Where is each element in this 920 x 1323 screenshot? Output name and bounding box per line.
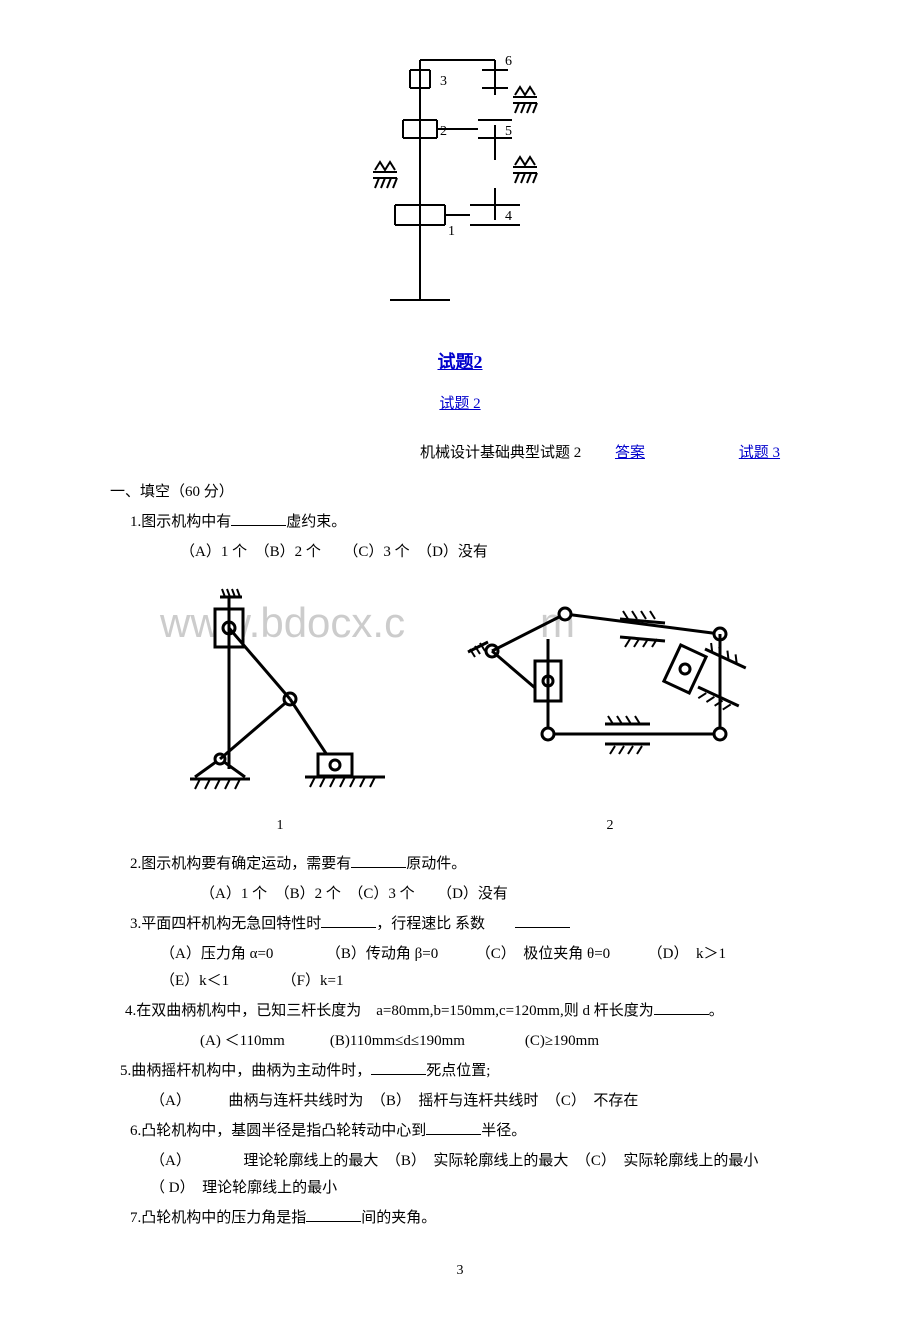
svg-text:2: 2 bbox=[440, 124, 447, 139]
q5-text-before: 5.曲柄摇杆机构中，曲柄为主动件时， bbox=[120, 1063, 371, 1079]
diagrams-row: www.bdocx.c m bbox=[50, 579, 870, 837]
q6-options-2: （ D） 理论轮廓线上的最小 bbox=[50, 1176, 870, 1200]
q7-text-after: 间的夹角。 bbox=[361, 1210, 436, 1226]
q4-text-after: 。 bbox=[709, 1003, 724, 1019]
question-7: 7.凸轮机构中的压力角是指 间的夹角。 bbox=[50, 1206, 870, 1230]
q3-blank-2 bbox=[515, 913, 570, 928]
diagram-2-label: 2 bbox=[460, 815, 760, 837]
question-4: 4.在双曲柄机构中，已知三杆长度为 a=80mm,b=150mm,c=120mm… bbox=[50, 999, 870, 1023]
subtitle-link-row: 试题 2 bbox=[50, 392, 870, 416]
diagram-2: 2 bbox=[460, 579, 760, 837]
q7-blank bbox=[306, 1207, 361, 1222]
q2-text-after: 原动件。 bbox=[406, 856, 466, 872]
q3-blank-1 bbox=[321, 913, 376, 928]
q5-blank bbox=[371, 1060, 426, 1075]
q3-text-before: 3.平面四杆机构无急回特性时 bbox=[130, 916, 321, 932]
q4-options: (A) ＜110mm (B)110mm≤d≤190mm (C)≥190mm bbox=[50, 1029, 870, 1053]
q2-blank bbox=[351, 853, 406, 868]
answer-link[interactable]: 答案 bbox=[615, 445, 645, 461]
svg-text:4: 4 bbox=[505, 209, 512, 224]
question-3: 3.平面四杆机构无急回特性时 ，行程速比 系数 bbox=[50, 912, 870, 936]
question-5: 5.曲柄摇杆机构中，曲柄为主动件时， 死点位置; bbox=[50, 1059, 870, 1083]
q3-text-mid: ，行程速比 系数 bbox=[376, 916, 515, 932]
subtitle-link[interactable]: 试题 2 bbox=[439, 396, 480, 412]
q2-text-before: 2.图示机构要有确定运动，需要有 bbox=[130, 856, 351, 872]
top-gear-diagram: 3 2 1 6 5 4 bbox=[50, 40, 870, 328]
q3-options-1: （A）压力角 α=0 （B）传动角 β=0 （C） 极位夹角 θ=0 （D） k… bbox=[50, 942, 870, 966]
q1-text-before: 1.图示机构中有 bbox=[130, 514, 231, 530]
question-6: 6.凸轮机构中，基圆半径是指凸轮转动中心到 半径。 bbox=[50, 1119, 870, 1143]
q2-options: （A）1 个 （B）2 个 （C）3 个 （D）没有 bbox=[50, 882, 870, 906]
q6-blank bbox=[426, 1120, 481, 1135]
section-heading: 一、填空（60 分） bbox=[50, 480, 870, 504]
q6-options-1: （A） 理论轮廓线上的最大 （B） 实际轮廓线上的最大 （C） 实际轮廓线上的最… bbox=[50, 1149, 870, 1173]
q3-options-2: （E）k＜1 （F）k=1 bbox=[50, 969, 870, 993]
header-text: 机械设计基础典型试题 2 bbox=[420, 445, 581, 461]
q4-text-before: 4.在双曲柄机构中，已知三杆长度为 a=80mm,b=150mm,c=120mm… bbox=[125, 1003, 654, 1019]
svg-text:1: 1 bbox=[448, 224, 455, 239]
page-number: 3 bbox=[50, 1260, 870, 1282]
q1-blank bbox=[231, 511, 286, 526]
q5-options: （A） 曲柄与连杆共线时为 （B） 摇杆与连杆共线时 （C） 不存在 bbox=[50, 1089, 870, 1113]
q1-options: （A）1 个 （B）2 个 （C）3 个 （D）没有 bbox=[50, 540, 870, 564]
q4-blank bbox=[654, 1000, 709, 1015]
q1-text-after: 虚约束。 bbox=[286, 514, 346, 530]
q6-text-before: 6.凸轮机构中，基圆半径是指凸轮转动中心到 bbox=[130, 1123, 426, 1139]
next-exam-link[interactable]: 试题 3 bbox=[739, 445, 780, 461]
svg-text:3: 3 bbox=[440, 74, 447, 89]
q6-text-after: 半径。 bbox=[481, 1123, 526, 1139]
question-2: 2.图示机构要有确定运动，需要有 原动件。 bbox=[50, 852, 870, 876]
svg-text:5: 5 bbox=[505, 124, 512, 139]
header-line: 机械设计基础典型试题 2 答案 试题 3 bbox=[330, 441, 870, 465]
q7-text-before: 7.凸轮机构中的压力角是指 bbox=[130, 1210, 306, 1226]
q5-text-after: 死点位置; bbox=[426, 1063, 490, 1079]
diagram-1: 1 bbox=[160, 579, 400, 837]
title-link[interactable]: 试题2 bbox=[438, 352, 483, 372]
question-1: 1.图示机构中有 虚约束。 bbox=[50, 510, 870, 534]
diagram-1-label: 1 bbox=[160, 815, 400, 837]
title-link-row: 试题2 bbox=[50, 348, 870, 377]
svg-text:6: 6 bbox=[505, 54, 512, 69]
